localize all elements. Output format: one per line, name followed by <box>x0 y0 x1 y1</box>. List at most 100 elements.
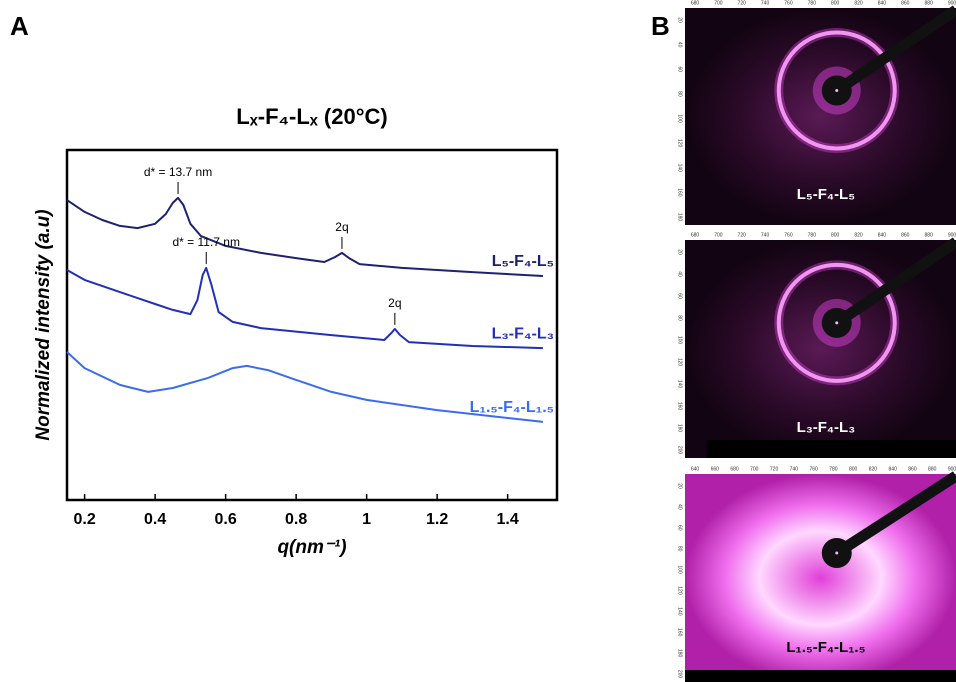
image-top-tick: 680 <box>691 0 700 6</box>
image-left-tick: 120 <box>677 358 683 367</box>
image-top-tick: 740 <box>761 0 770 6</box>
data-line <box>66 266 543 350</box>
image-left-tick: 140 <box>677 607 683 616</box>
image-left-tick: 100 <box>677 565 683 574</box>
beam-center <box>835 551 839 555</box>
image-top-tick: 880 <box>928 466 937 472</box>
panel-label: A <box>10 11 29 41</box>
image-left-tick: 160 <box>677 402 683 411</box>
image-left-tick: 120 <box>677 139 683 148</box>
image-top-tick: 720 <box>770 466 779 472</box>
image-left-tick: 100 <box>677 114 683 123</box>
image-top-tick: 860 <box>901 0 910 6</box>
image-top-tick: 860 <box>901 232 910 238</box>
image-top-tick: 780 <box>829 466 838 472</box>
image-left-tick: 80 <box>677 91 683 97</box>
image-top-tick: 820 <box>854 232 863 238</box>
image-top-tick: 880 <box>924 232 933 238</box>
annotation: 2q <box>335 220 348 234</box>
image-top-tick: 680 <box>730 466 739 472</box>
image-left-tick: 20 <box>677 483 683 489</box>
image-top-tick: 700 <box>714 0 723 6</box>
image-label: L₅-F₄-L₅ <box>797 186 856 203</box>
image-left-tick: 160 <box>677 188 683 197</box>
image-left-tick: 180 <box>677 649 683 658</box>
annotation: d* = 13.7 nm <box>144 165 212 179</box>
image-left-tick: 60 <box>677 525 683 531</box>
image-left-tick: 160 <box>677 628 683 637</box>
image-top-tick: 720 <box>738 232 747 238</box>
chart-title: Lₓ-F₄-Lₓ (20°C) <box>236 104 388 129</box>
image-top-tick: 720 <box>738 0 747 6</box>
image-top-tick: 860 <box>908 466 917 472</box>
image-left-tick: 180 <box>677 424 683 433</box>
beamstop-arm <box>833 237 956 328</box>
image-top-tick: 760 <box>809 466 818 472</box>
image-top-tick: 700 <box>750 466 759 472</box>
y-axis-label: Normalized intensity (a.u) <box>33 209 54 440</box>
image-top-tick: 840 <box>878 232 887 238</box>
beamstop-arm <box>833 471 956 558</box>
x-tick-label: 1.4 <box>497 511 519 528</box>
image-left-tick: 60 <box>677 293 683 299</box>
legend-label: L₁.₅-F₄-L₁.₅ <box>470 399 554 416</box>
x-tick-label: 0.2 <box>74 511 96 528</box>
image-top-tick: 840 <box>878 0 887 6</box>
image-left-tick: 80 <box>677 315 683 321</box>
image-top-tick: 820 <box>869 466 878 472</box>
image-left-tick: 140 <box>677 380 683 389</box>
scatter-ring <box>776 30 897 151</box>
image-left-tick: 200 <box>677 670 683 679</box>
image-top-tick: 880 <box>924 0 933 6</box>
scatter-ring <box>776 262 897 383</box>
image-label: L₁.₅-F₄-L₁.₅ <box>786 639 865 656</box>
image-top-tick: 740 <box>761 232 770 238</box>
image-top-tick: 900 <box>948 466 956 472</box>
legend-label: L₃-F₄-L₃ <box>492 325 554 342</box>
x-tick-label: 1.2 <box>426 511 448 528</box>
image-top-tick: 760 <box>784 232 793 238</box>
detector-gap <box>685 670 956 682</box>
image-top-tick: 640 <box>691 466 700 472</box>
image-top-tick: 800 <box>849 466 858 472</box>
image-left-tick: 40 <box>677 42 683 48</box>
image-left-tick: 60 <box>677 66 683 72</box>
scatter-ring-glow <box>774 260 900 386</box>
image-top-tick: 780 <box>808 232 817 238</box>
image-label: L₃-F₄-L₃ <box>797 419 856 436</box>
x-tick-label: 0.8 <box>285 511 307 528</box>
x-tick-label: 1 <box>362 511 371 528</box>
plot-frame <box>65 148 559 502</box>
image-top-tick: 700 <box>714 232 723 238</box>
data-line <box>66 196 543 277</box>
image-top-tick: 760 <box>784 0 793 6</box>
beam-center <box>835 88 839 92</box>
scatter-ring-glow <box>774 27 900 153</box>
data-line <box>66 351 544 423</box>
x-axis-label: q(nm⁻¹) <box>277 537 346 558</box>
image-left-tick: 20 <box>677 249 683 255</box>
image-top-tick: 820 <box>854 0 863 6</box>
image-left-tick: 20 <box>677 17 683 23</box>
image-left-tick: 180 <box>677 213 683 222</box>
annotation: d* = 11.7 nm <box>172 235 240 249</box>
x-tick-label: 0.6 <box>215 511 237 528</box>
image-top-tick: 660 <box>711 466 720 472</box>
x-tick-label: 0.4 <box>144 511 166 528</box>
beam-center <box>835 321 839 325</box>
detector-gap <box>707 440 956 458</box>
image-left-tick: 140 <box>677 164 683 173</box>
image-left-tick: 100 <box>677 336 683 345</box>
image-top-tick: 680 <box>691 232 700 238</box>
image-top-tick: 800 <box>831 0 840 6</box>
image-top-tick: 900 <box>948 0 956 6</box>
image-left-tick: 40 <box>677 504 683 510</box>
image-top-tick: 780 <box>808 0 817 6</box>
image-left-tick: 80 <box>677 546 683 552</box>
image-left-tick: 40 <box>677 271 683 277</box>
image-top-tick: 800 <box>831 232 840 238</box>
image-left-tick: 200 <box>677 446 683 455</box>
image-top-tick: 840 <box>889 466 898 472</box>
image-left-tick: 120 <box>677 586 683 595</box>
